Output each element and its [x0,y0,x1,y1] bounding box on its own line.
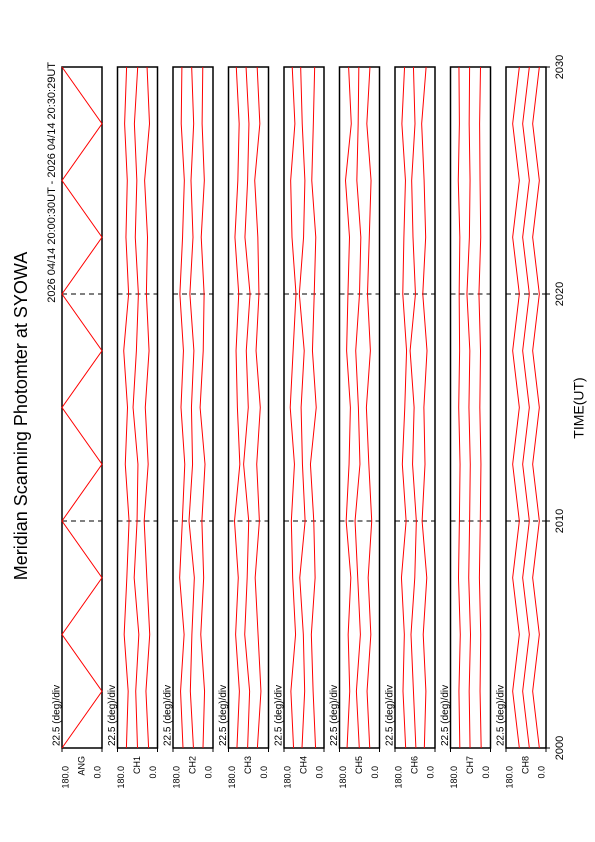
x-tick-label: 2000 [554,736,566,760]
trace [298,66,306,749]
panel-label: CH2 [187,756,197,774]
y-tick-label: 180.0 [449,766,459,789]
panel-frame [61,66,103,749]
trace [143,66,151,749]
y-tick-label: 180.0 [171,766,181,789]
chart-title: Meridian Scanning Photomter at SYOWA [11,252,31,580]
panel-label: CH6 [409,756,419,774]
y-tick-label: 180.0 [227,766,237,789]
panel-scale: 22.5 (deg)/div [496,685,507,746]
y-tick-label: 180.0 [282,766,292,789]
y-tick-label: 180.0 [393,766,403,789]
trace [188,66,195,749]
trace [512,66,520,749]
trace [457,66,461,749]
y-tick-label: 180.0 [338,766,348,789]
trace [400,66,408,749]
panel-scale: 22.5 (deg)/div [52,685,63,746]
y-tick-label: 180.0 [116,766,126,789]
panel-frame [394,66,436,749]
trace [289,66,297,749]
y-tick-label: 0.0 [370,766,380,779]
panel-frame [116,66,159,749]
panel-label: CH1 [132,756,142,774]
x-axis-label: TIME(UT) [571,377,587,438]
x-tick-label: 2010 [554,509,566,533]
y-tick-label: 0.0 [203,766,213,779]
panel-label: CH3 [243,756,253,774]
y-tick-label: 0.0 [314,766,324,779]
panel-label: CH5 [354,756,364,774]
panel-label: CH4 [298,756,308,774]
trace [466,66,472,749]
trace [309,66,317,749]
y-tick-label: 180.0 [60,766,70,789]
panel-frame [172,66,214,749]
trace [179,66,186,749]
y-tick-label: 180.0 [504,766,514,789]
panel-scale: 22.5 (deg)/div [274,685,285,746]
trace [243,66,251,749]
trace [254,66,262,749]
x-tick-label: 2030 [554,55,566,79]
x-tick-label: 2020 [554,282,566,306]
y-tick-label: 0.0 [536,766,546,779]
y-tick-label: 0.0 [259,766,269,779]
panel-scale: 22.5 (deg)/div [218,685,229,746]
trace [478,66,482,749]
trace [522,66,530,749]
rotated-chart: Meridian Scanning Photomter at SYOWA 202… [11,55,587,789]
panel-label: CH7 [465,756,475,774]
panel-scale: 22.5 (deg)/div [107,685,118,746]
trace [123,66,130,749]
trace [199,66,206,749]
panel-scale: 22.5 (deg)/div [329,685,340,746]
trace [409,66,417,749]
panel-scale: 22.5 (deg)/div [163,685,174,746]
trace [61,66,103,749]
y-tick-label: 0.0 [92,766,102,779]
y-tick-label: 0.0 [425,766,435,779]
trace [421,66,428,749]
chart-subtitle: 2026 04/14 20:00:30UT - 2026 04/14 20:30… [46,62,58,303]
y-tick-label: 0.0 [148,766,158,779]
trace [233,66,241,749]
panel-label: ANG [76,756,86,776]
panel-frame [505,66,547,749]
y-tick-label: 0.0 [481,766,491,779]
trace [365,66,373,749]
trace [344,66,352,749]
panel-scale: 22.5 (deg)/div [385,685,396,746]
trace [532,66,540,749]
trace [132,66,140,749]
panel-scale: 22.5 (deg)/div [440,685,451,746]
trace [354,66,362,749]
panel-label: CH8 [520,756,530,774]
